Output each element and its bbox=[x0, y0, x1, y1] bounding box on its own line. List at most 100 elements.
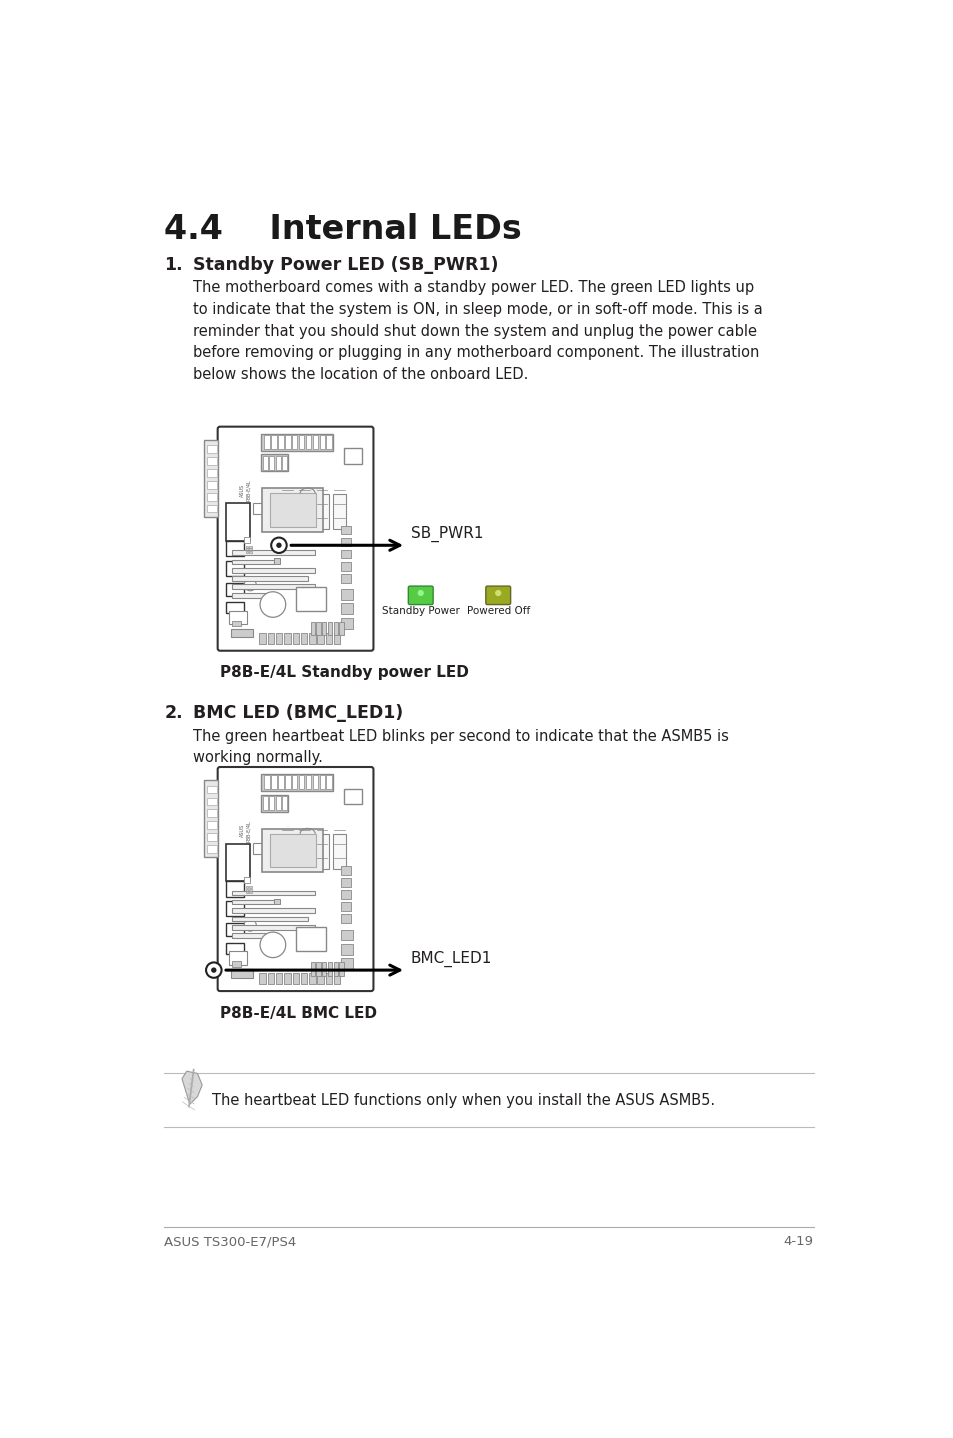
Bar bbox=[259, 974, 265, 985]
Bar bbox=[275, 974, 282, 985]
Bar bbox=[246, 545, 248, 548]
Text: ON: ON bbox=[412, 595, 429, 608]
Bar bbox=[316, 962, 320, 975]
Bar bbox=[340, 590, 353, 600]
Bar bbox=[244, 877, 250, 883]
Bar bbox=[326, 436, 332, 449]
Bar bbox=[275, 456, 280, 470]
Bar bbox=[309, 974, 315, 985]
Bar bbox=[246, 889, 248, 890]
Bar bbox=[340, 902, 351, 910]
Bar bbox=[226, 923, 244, 936]
Bar bbox=[274, 558, 280, 564]
Bar bbox=[275, 633, 282, 644]
Bar bbox=[226, 561, 244, 577]
Bar bbox=[340, 943, 353, 955]
Bar bbox=[269, 456, 274, 470]
Bar bbox=[326, 775, 332, 789]
Bar bbox=[328, 962, 332, 975]
Bar bbox=[249, 551, 252, 554]
Bar bbox=[244, 536, 250, 544]
Bar bbox=[282, 797, 287, 810]
Bar bbox=[284, 775, 291, 789]
Bar bbox=[232, 592, 274, 598]
Bar bbox=[246, 548, 248, 551]
Text: Standby Power LED (SB_PWR1): Standby Power LED (SB_PWR1) bbox=[193, 256, 497, 273]
Bar bbox=[232, 917, 307, 922]
Bar bbox=[269, 797, 274, 810]
Bar bbox=[300, 974, 307, 985]
Circle shape bbox=[244, 578, 256, 591]
Bar bbox=[260, 774, 333, 791]
Circle shape bbox=[211, 968, 216, 972]
Text: P8B-E/4L Standby power LED: P8B-E/4L Standby power LED bbox=[220, 666, 468, 680]
Bar bbox=[207, 810, 216, 817]
Bar bbox=[271, 436, 276, 449]
FancyBboxPatch shape bbox=[217, 427, 373, 651]
Bar bbox=[340, 958, 353, 969]
Bar bbox=[340, 866, 351, 874]
Bar bbox=[226, 603, 244, 614]
Bar bbox=[334, 974, 340, 985]
Bar bbox=[204, 781, 218, 857]
Bar bbox=[231, 628, 253, 637]
Bar bbox=[293, 633, 298, 644]
Bar bbox=[249, 889, 252, 890]
Bar bbox=[322, 623, 326, 636]
Text: The heartbeat LED functions only when you install the ASUS ASMB5.: The heartbeat LED functions only when yo… bbox=[212, 1093, 715, 1107]
Bar bbox=[231, 969, 253, 978]
FancyBboxPatch shape bbox=[217, 766, 373, 991]
Text: Standby Power: Standby Power bbox=[381, 605, 459, 615]
Bar bbox=[260, 795, 288, 811]
Bar bbox=[284, 436, 291, 449]
Bar bbox=[232, 551, 314, 555]
Bar bbox=[226, 902, 244, 916]
Bar bbox=[249, 892, 252, 893]
Bar bbox=[232, 559, 274, 564]
Bar bbox=[325, 633, 332, 644]
Bar bbox=[204, 440, 218, 516]
Bar bbox=[334, 633, 340, 644]
Bar bbox=[340, 538, 351, 546]
Circle shape bbox=[495, 590, 500, 597]
FancyBboxPatch shape bbox=[485, 587, 510, 604]
Text: P8B-E/4L BMC LED: P8B-E/4L BMC LED bbox=[220, 1005, 376, 1021]
Bar bbox=[232, 933, 274, 938]
Bar bbox=[277, 775, 283, 789]
Bar bbox=[207, 833, 216, 841]
Circle shape bbox=[276, 542, 281, 548]
Text: Powered Off: Powered Off bbox=[466, 605, 529, 615]
Bar bbox=[249, 545, 252, 548]
Bar bbox=[333, 495, 346, 529]
Bar bbox=[339, 962, 343, 975]
Text: ASUS
P8B-E/4L: ASUS P8B-E/4L bbox=[240, 479, 251, 502]
Bar bbox=[275, 797, 280, 810]
Bar bbox=[246, 551, 248, 554]
Bar bbox=[297, 834, 311, 870]
Bar bbox=[207, 785, 216, 794]
Text: 1.: 1. bbox=[164, 256, 183, 273]
Bar bbox=[339, 623, 343, 636]
Text: 2.: 2. bbox=[164, 703, 183, 722]
Bar bbox=[316, 623, 320, 636]
Bar bbox=[340, 618, 353, 628]
Bar bbox=[249, 548, 252, 551]
Bar bbox=[268, 974, 274, 985]
Bar bbox=[317, 633, 323, 644]
Polygon shape bbox=[182, 1071, 202, 1104]
Bar bbox=[207, 821, 216, 828]
Bar bbox=[317, 974, 323, 985]
Text: ASUS TS300-E7/PS4: ASUS TS300-E7/PS4 bbox=[164, 1235, 296, 1248]
Bar bbox=[246, 886, 248, 889]
Bar bbox=[232, 909, 314, 913]
Text: ASUS
P8B-E/4L: ASUS P8B-E/4L bbox=[240, 820, 251, 841]
Bar bbox=[232, 584, 314, 590]
Bar bbox=[263, 456, 268, 470]
Text: OFF: OFF bbox=[486, 595, 509, 608]
Bar bbox=[322, 962, 326, 975]
Bar bbox=[340, 549, 351, 558]
Bar bbox=[313, 436, 318, 449]
Bar bbox=[292, 436, 297, 449]
Bar bbox=[232, 577, 307, 581]
Bar bbox=[232, 568, 314, 572]
